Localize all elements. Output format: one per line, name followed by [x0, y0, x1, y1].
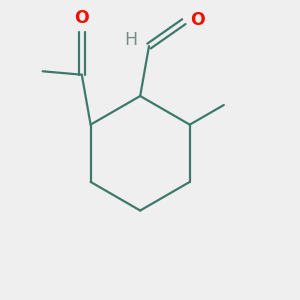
- Text: O: O: [190, 11, 205, 29]
- Text: H: H: [124, 31, 138, 49]
- Text: O: O: [74, 9, 89, 27]
